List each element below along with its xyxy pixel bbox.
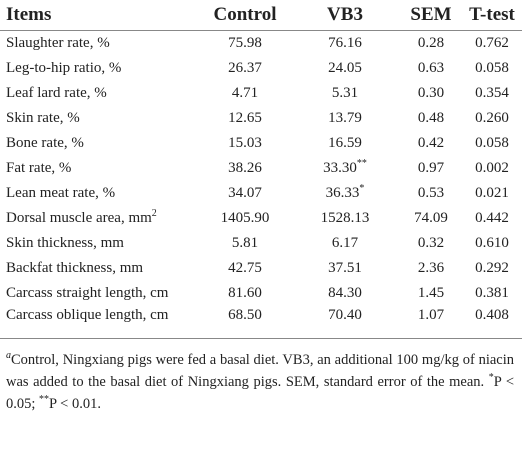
cell: 0.48 [417, 110, 445, 126]
cell: 0.63 [417, 60, 445, 76]
footnote-text: P < 0.05; [6, 374, 514, 412]
cell-text: Dorsal muscle area, mm [6, 210, 152, 226]
footnote: aControl, Ningxiang pigs were fed a basa… [0, 339, 522, 415]
cell: 0.058 [475, 60, 509, 76]
cell: 5.31 [331, 85, 359, 101]
cell: 1.45 [417, 285, 445, 301]
cell: 0.42 [417, 135, 445, 151]
cell: 75.98 [228, 35, 262, 51]
superscript: * [359, 183, 365, 194]
table-row: Leg-to-hip ratio, % 26.37 24.05 0.63 0.058 [0, 56, 522, 81]
cell: 2.36 [417, 260, 445, 276]
cell: 5.81 [231, 235, 259, 251]
cell: 0.53 [417, 185, 445, 201]
row-label: Bone rate, % [6, 135, 84, 151]
cell: 70.40 [290, 306, 400, 339]
cell: 0.28 [417, 35, 445, 51]
row-label: Lean meat rate, % [6, 185, 116, 201]
table-row: Carcass straight length, cm 81.60 84.30 1.4… [0, 281, 522, 306]
row-label: Leg-to-hip ratio, % [6, 60, 122, 76]
header-row: Items Control VB3 SEM T-test [0, 0, 522, 31]
row-label: Carcass oblique length, cm [0, 306, 200, 339]
cell: 0.021 [475, 185, 509, 201]
cell: 0.058 [475, 135, 509, 151]
superscript: ** [356, 158, 367, 169]
cell: 15.03 [228, 135, 262, 151]
cell: 0.381 [475, 285, 509, 301]
cell-text: 33.30 [323, 160, 357, 176]
data-table: Items Control VB3 SEM T-test Slaughter rate,… [0, 0, 522, 339]
cell: 0.30 [417, 85, 445, 101]
cell: 42.75 [228, 260, 262, 276]
column-header: Control [200, 0, 290, 31]
row-label: Slaughter rate, % [6, 35, 110, 51]
cell: 6.17 [331, 235, 359, 251]
cell: 74.09 [414, 210, 448, 226]
row-label: Fat rate, % [6, 160, 72, 176]
row-label: Skin thickness, mm [6, 235, 124, 251]
cell: 0.442 [475, 210, 509, 226]
cell: 0.97 [417, 160, 445, 176]
cell: 0.292 [475, 260, 509, 276]
cell: 68.50 [200, 306, 290, 339]
row-label: Dorsal muscle area, mm2 [0, 206, 200, 231]
cell: 12.65 [228, 110, 262, 126]
table-row: Fat rate, % 38.26 33.30** 0.97 0.002 [0, 156, 522, 181]
cell: 26.37 [228, 60, 262, 76]
cell: 0.260 [475, 110, 509, 126]
cell: 1.07 [400, 306, 462, 339]
table-row: Backfat thickness, mm 42.75 37.51 2.36 0.292 [0, 256, 522, 281]
table-row: Skin thickness, mm 5.81 6.17 0.32 0.610 [0, 231, 522, 256]
cell: 13.79 [328, 110, 362, 126]
cell-text: 36.33 [325, 185, 360, 201]
cell: 0.354 [475, 85, 509, 101]
cell: 34.07 [228, 185, 262, 201]
cell: 36.33* [290, 181, 400, 206]
row-label: Leaf lard rate, % [6, 85, 107, 101]
cell: 33.30** [290, 156, 400, 181]
column-header: Items [0, 0, 200, 31]
footnote-marker: * [488, 372, 494, 384]
table-row: Skin rate, % 12.65 13.79 0.48 0.260 [0, 106, 522, 131]
column-header: T-test [462, 0, 522, 31]
cell: 0.762 [475, 35, 509, 51]
table-row: Slaughter rate, % 75.98 76.16 0.28 0.762 [0, 31, 522, 57]
superscript: 2 [151, 208, 157, 219]
row-label: Backfat thickness, mm [6, 260, 144, 276]
cell: 0.002 [475, 160, 509, 176]
cell: 38.26 [228, 160, 262, 176]
cell: 1528.13 [320, 210, 370, 226]
footnote-text: P < 0.01. [49, 396, 101, 412]
column-header: SEM [400, 0, 462, 31]
cell: 16.59 [328, 135, 362, 151]
footnote-text: Control, Ningxiang pigs were fed a basal… [6, 352, 514, 390]
cell: 1405.90 [220, 210, 270, 226]
table-row: Lean meat rate, % 34.07 36.33* 0.53 0.021 [0, 181, 522, 206]
table-row: Bone rate, % 15.03 16.59 0.42 0.058 [0, 131, 522, 156]
row-label: Skin rate, % [6, 110, 80, 126]
table-body: Slaughter rate, % 75.98 76.16 0.28 0.762 Leg-… [0, 31, 522, 339]
cell: 76.16 [328, 35, 362, 51]
cell: 24.05 [328, 60, 362, 76]
table-row: Dorsal muscle area, mm2 1405.90 1528.13 74.… [0, 206, 522, 231]
footnote-marker: a [6, 350, 11, 362]
cell: 4.71 [231, 85, 259, 101]
table-row: Leaf lard rate, % 4.71 5.31 0.30 0.354 [0, 81, 522, 106]
cell: 37.51 [328, 260, 362, 276]
cell: 84.30 [328, 285, 362, 301]
table-row: Carcass oblique length, cm 68.50 70.40 1.07… [0, 306, 522, 339]
column-header: VB3 [290, 0, 400, 31]
footnote-marker: ** [39, 394, 50, 406]
cell: 0.610 [475, 235, 509, 251]
cell: 81.60 [228, 285, 262, 301]
row-label: Carcass straight length, cm [6, 285, 169, 301]
cell: 0.408 [462, 306, 522, 339]
cell: 0.32 [417, 235, 445, 251]
